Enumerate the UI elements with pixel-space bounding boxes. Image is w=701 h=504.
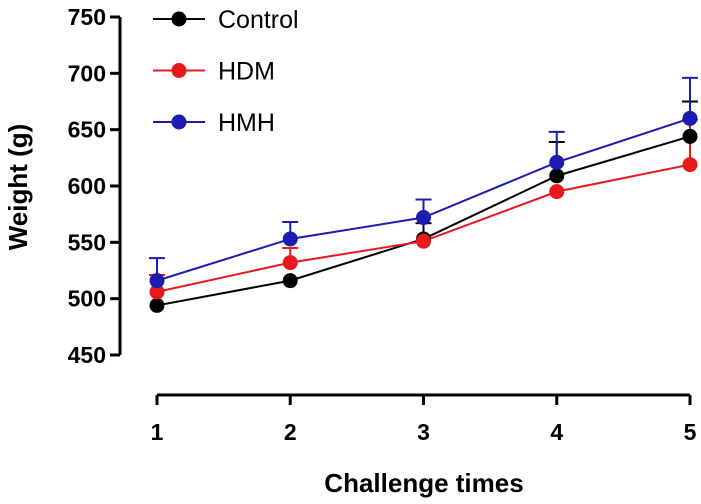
data-point-hdm [682,157,698,173]
x-tick-label: 4 [550,419,563,445]
data-point-control [282,273,298,289]
data-point-control [682,128,698,144]
y-tick-label: 650 [68,117,106,143]
legend-marker [171,63,187,78]
legend-label: HDM [218,58,275,86]
legend-marker [171,114,187,130]
legend-item-hmh: HMH [153,109,275,137]
data-point-hmh [149,273,165,289]
legend-item-control: Control [153,6,299,34]
data-points [149,110,698,313]
data-point-hdm [282,255,298,271]
legend: Control HDM HMH [153,6,299,137]
data-point-hdm [149,284,165,300]
y-tick-label: 700 [68,60,106,86]
data-point-hmh [682,110,698,126]
y-tick-label: 750 [68,4,106,30]
x-axis-title: Challenge times [324,468,523,498]
y-tick-label: 550 [68,229,106,255]
data-point-hmh [416,210,431,226]
x-tick-label: 2 [284,419,297,445]
y-axis-title: Weight (g) [3,124,33,251]
data-point-hdm [549,184,565,200]
legend-marker [171,11,187,27]
legend-item-hdm: HDM [153,58,275,86]
data-point-hmh [282,231,298,247]
data-point-control [149,297,165,313]
tick-labels: 450 500 550 600 650 700 750 1 2 3 4 5 [68,4,697,445]
data-point-hmh [549,154,565,170]
y-tick-label: 450 [68,342,106,368]
legend-label: Control [218,6,299,34]
data-point-control [549,168,565,184]
axes [110,15,692,405]
x-tick-label: 3 [417,419,430,445]
y-tick-label: 500 [68,286,106,312]
x-tick-label: 5 [684,419,697,445]
legend-label: HMH [218,109,275,137]
x-tick-label: 1 [151,419,164,445]
y-tick-label: 600 [68,173,106,199]
data-point-hdm [416,233,431,249]
